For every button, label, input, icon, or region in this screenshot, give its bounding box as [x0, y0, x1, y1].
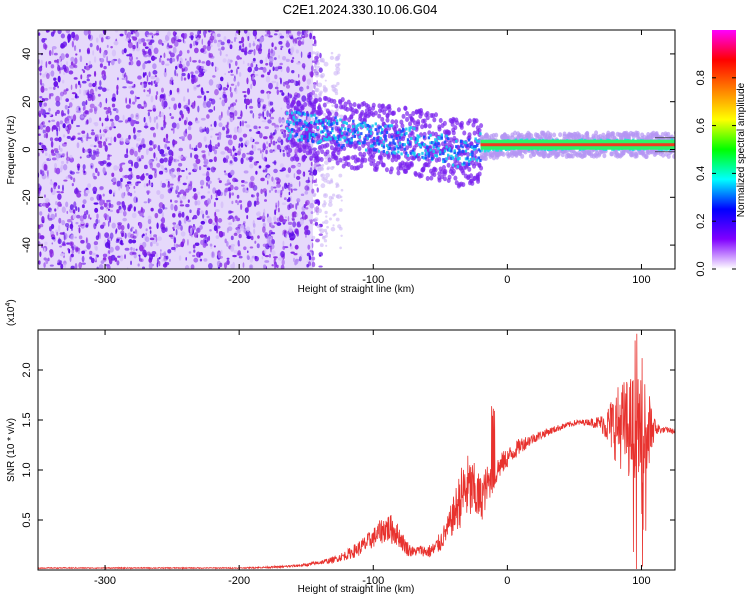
snr-series-line	[38, 333, 675, 570]
snr-y-axis-title: SNR (10 * v/v)	[6, 418, 17, 482]
spectrogram-y-tick-label: -40	[21, 237, 33, 253]
snr-y-tick-label: 2.0	[21, 362, 33, 377]
colorbar-tick-label: 0.4	[695, 166, 707, 181]
spectrogram-y-axis-title: Frequency (Hz)	[6, 116, 17, 185]
spectrogram-x-tick-label: 0	[504, 274, 510, 286]
spectrogram-y-ticks: -40 -20 0 20 40	[21, 48, 675, 253]
colorbar-tick-label: 0.8	[695, 70, 707, 85]
colorbar-tick-label: 0.0	[695, 261, 707, 276]
spectrogram-x-tick-label: 100	[632, 274, 650, 286]
snr-x-tick-label: -300	[94, 575, 116, 587]
snr-panel: -300 -200 -100 0 100 0.5 1.0 1.5 2.0 Height of …	[5, 299, 676, 595]
spectrogram-x-axis-title: Height of straight line (km)	[298, 284, 415, 295]
spectrogram-signal-band	[284, 92, 675, 189]
colorbar-tick-label: 0.6	[695, 118, 707, 133]
spectrogram-y-tick-label: 40	[21, 48, 33, 60]
colorbar: 0.0 0.2 0.4 0.6 0.8 Normalized spectral ampl…	[695, 30, 747, 277]
spectrogram-x-ticks: -300 -200 -100 0 100	[94, 30, 651, 286]
colorbar-gradient	[712, 30, 736, 269]
snr-y-tick-label: 1.5	[21, 412, 33, 427]
snr-x-tick-label: -200	[228, 575, 250, 587]
snr-x-axis-title: Height of straight line (km)	[298, 584, 415, 595]
snr-y-tick-label: 0.5	[21, 512, 33, 527]
snr-x-tick-label: 100	[632, 575, 650, 587]
spectrogram-y-tick-label: 0	[21, 146, 33, 152]
spectrogram-y-tick-label: 20	[21, 96, 33, 108]
spectrogram-x-tick-label: -200	[228, 274, 250, 286]
figure-title: C2E1.2024.330.10.06.G04	[283, 2, 438, 17]
spectrogram-y-tick-label: -20	[21, 189, 33, 205]
snr-x-ticks: -300 -200 -100 0 100	[94, 330, 651, 587]
spectrogram-x-tick-label: -300	[94, 274, 116, 286]
colorbar-ticks: 0.0 0.2 0.4 0.6 0.8	[695, 70, 736, 277]
snr-x-tick-label: 0	[504, 575, 510, 587]
spectrogram-x-tick-label: -100	[362, 274, 384, 286]
snr-plot-area	[38, 330, 675, 570]
snr-y-tick-label: 1.0	[21, 462, 33, 477]
snr-frame	[37, 329, 676, 571]
colorbar-tick-label: 0.2	[695, 214, 707, 229]
colorbar-label: Normalized spectral amplitude	[736, 82, 747, 217]
snr-y-multiplier: (x104)	[5, 299, 17, 326]
snr-x-tick-label: -100	[362, 575, 384, 587]
snr-y-ticks: 0.5 1.0 1.5 2.0	[21, 362, 675, 528]
spectrogram-noise-region	[38, 30, 345, 269]
